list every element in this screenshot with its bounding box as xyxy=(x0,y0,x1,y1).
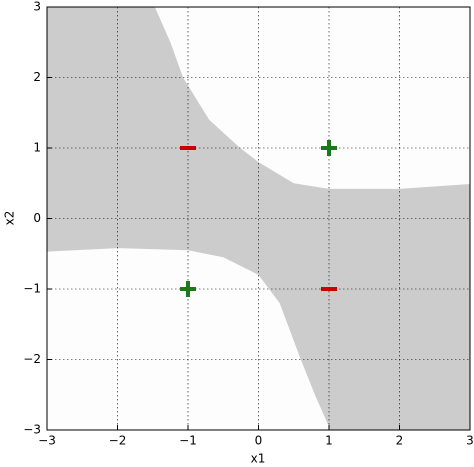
x-tick-label: −2 xyxy=(109,434,127,448)
y-tick-label: −1 xyxy=(23,282,41,296)
x-tick-label: 0 xyxy=(255,434,263,448)
x-tick-label: −1 xyxy=(179,434,197,448)
y-axis-label: x2 xyxy=(3,211,17,226)
y-tick-label: 0 xyxy=(33,211,41,225)
y-tick-label: −2 xyxy=(23,352,41,366)
plus-marker xyxy=(321,140,337,156)
x-tick-label: −3 xyxy=(38,434,56,448)
plus-marker xyxy=(180,281,196,297)
x-tick-label: 2 xyxy=(396,434,404,448)
x-tick-label: 3 xyxy=(466,434,474,448)
decision-region xyxy=(47,7,470,430)
x-tick-label: 1 xyxy=(325,434,333,448)
y-tick-label: 3 xyxy=(33,0,41,14)
y-tick-label: −3 xyxy=(23,423,41,437)
y-tick-label: 1 xyxy=(33,141,41,155)
plot-frame xyxy=(46,6,471,431)
x-axis-label: x1 xyxy=(251,452,266,466)
y-tick-label: 2 xyxy=(33,70,41,84)
